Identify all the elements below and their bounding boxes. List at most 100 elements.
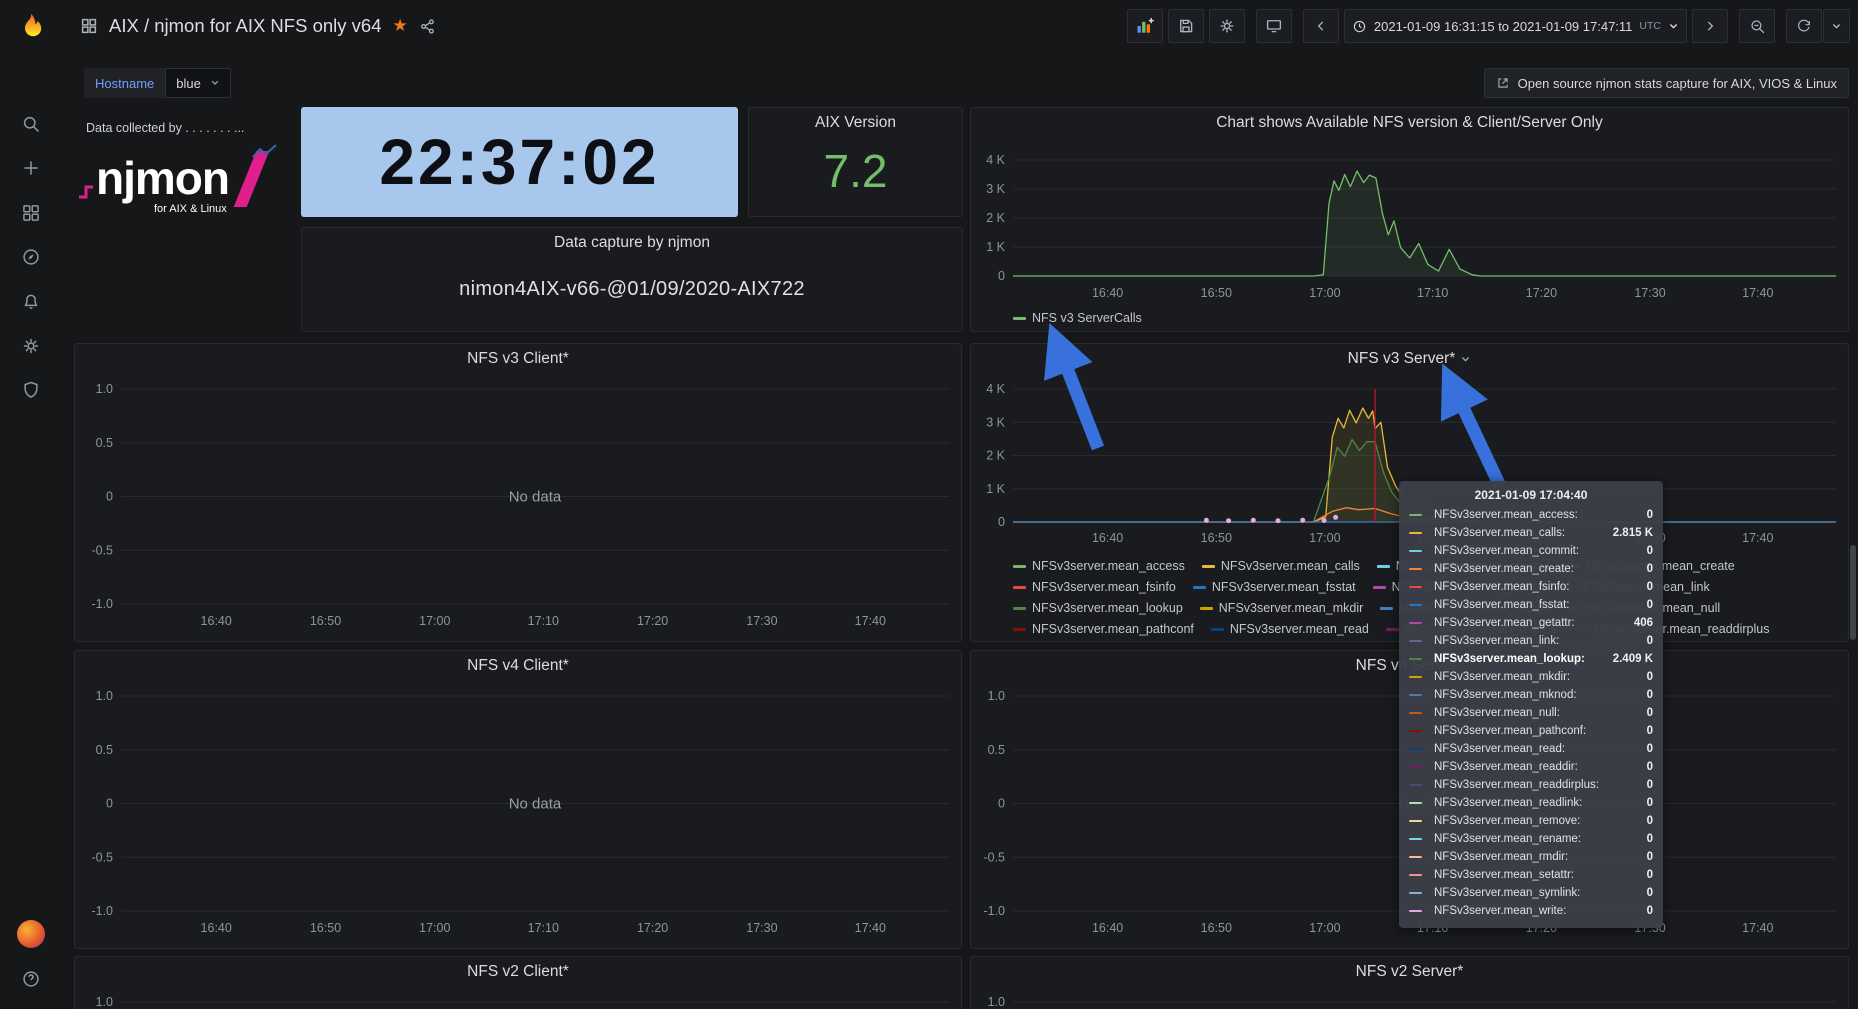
njmon-external-link-button[interactable]: Open source njmon stats capture for AIX,…: [1483, 68, 1849, 98]
panel-data-capture: Data capture by njmon nimon4AIX-v66-@01/…: [301, 227, 963, 332]
external-link-icon: [1496, 76, 1510, 90]
panel-title[interactable]: Chart shows Available NFS version & Clie…: [1216, 114, 1603, 131]
grafana-logo-icon[interactable]: [0, 6, 62, 50]
svg-text:1.0: 1.0: [96, 689, 113, 703]
legend-item[interactable]: NFSv3server.mean_access: [1013, 556, 1185, 577]
legend-item[interactable]: NFSv3server.mean_fsinfo: [1013, 577, 1176, 598]
svg-text:-1.0: -1.0: [91, 904, 113, 918]
svg-text:3 K: 3 K: [986, 182, 1005, 196]
tooltip-series-row: NFSv3server.mean_access: 0: [1409, 506, 1653, 524]
svg-text:17:40: 17:40: [1742, 531, 1773, 545]
legend-item[interactable]: NFSv3server.mean_pathconf: [1013, 619, 1194, 640]
time-back-button[interactable]: [1302, 9, 1339, 43]
panel-title[interactable]: NFS v3 Client*: [467, 350, 569, 367]
tooltip-series-row: NFSv3server.mean_link: 0: [1409, 632, 1653, 650]
legend-item[interactable]: NFS v3 ServerCalls: [1013, 308, 1142, 329]
tooltip-series-row: NFSv3server.mean_calls: 2.815 K: [1409, 524, 1653, 542]
svg-text:17:20: 17:20: [1526, 286, 1557, 300]
svg-text:16:40: 16:40: [1092, 286, 1123, 300]
svg-text:17:00: 17:00: [1309, 921, 1340, 935]
panel-title[interactable]: AIX Version: [815, 114, 896, 131]
nfs-v3-client-chart[interactable]: 1.0 0.5 0 -0.5 -1.0 16:40 16:50 17:00 17:10 17:20…: [75, 374, 961, 632]
legend-item[interactable]: NFSv3server.mean_mkdir: [1199, 598, 1363, 619]
user-avatar[interactable]: [17, 920, 45, 948]
svg-text:17:30: 17:30: [746, 614, 777, 628]
add-panel-button[interactable]: [1126, 9, 1163, 43]
panel-title[interactable]: NFS v2 Client*: [467, 963, 569, 980]
save-dashboard-button[interactable]: [1167, 9, 1204, 43]
hostname-variable[interactable]: Hostname blue: [84, 68, 231, 98]
dashboard-title[interactable]: AIX / njmon for AIX NFS only v64: [109, 15, 382, 36]
svg-text:17:00: 17:00: [1309, 286, 1340, 300]
svg-text:3 K: 3 K: [986, 415, 1005, 429]
tooltip-series-row: NFSv3server.mean_readlink: 0: [1409, 794, 1653, 812]
svg-text:2 K: 2 K: [986, 449, 1005, 463]
svg-text:16:40: 16:40: [1092, 531, 1123, 545]
page-scrollbar-thumb[interactable]: [1850, 545, 1856, 640]
panel-nfs-v2-client: NFS v2 Client* 1.00.50-0.5-1.016:4016:50…: [74, 956, 962, 1009]
alerting-bell-icon[interactable]: [0, 281, 62, 323]
create-plus-icon[interactable]: [0, 147, 62, 189]
tooltip-series-row: NFSv3server.mean_setattr: 0: [1409, 866, 1653, 884]
legend-item[interactable]: NFSv3server.mean_read: [1210, 619, 1369, 640]
tooltip-series-row: NFSv3server.mean_commit: 0: [1409, 542, 1653, 560]
svg-text:0: 0: [106, 797, 113, 811]
svg-text:-0.5: -0.5: [91, 543, 113, 557]
panel-title[interactable]: Data capture by njmon: [554, 234, 710, 251]
help-icon[interactable]: [0, 958, 62, 1000]
svg-text:0: 0: [998, 515, 1005, 529]
svg-text:17:30: 17:30: [1634, 286, 1665, 300]
svg-text:0.5: 0.5: [988, 743, 1005, 757]
tooltip-series-row: NFSv3server.mean_rename: 0: [1409, 830, 1653, 848]
dashboard-settings-button[interactable]: [1208, 9, 1245, 43]
panel-title[interactable]: NFS v3 Server*: [971, 344, 1848, 374]
panel-menu-caret-icon[interactable]: [1460, 354, 1471, 365]
refresh-interval-dropdown[interactable]: [1823, 9, 1850, 43]
svg-text:1 K: 1 K: [986, 482, 1005, 496]
legend-item[interactable]: NFSv3server.mean_readlink: [1013, 640, 1190, 641]
search-icon[interactable]: [0, 103, 62, 145]
favorite-star-icon[interactable]: ★: [392, 16, 408, 35]
aix-version-value: 7.2: [823, 145, 888, 197]
svg-text:-0.5: -0.5: [983, 850, 1005, 864]
server-admin-shield-icon[interactable]: [0, 369, 62, 411]
time-forward-button[interactable]: [1692, 9, 1728, 43]
dashboard-squares-icon: [80, 17, 98, 35]
dashboards-icon[interactable]: [0, 192, 62, 234]
tooltip-series-row: NFSv3server.mean_pathconf: 0: [1409, 722, 1653, 740]
top-navigation: AIX / njmon for AIX NFS only v64 ★ 2021-…: [62, 0, 1858, 52]
svg-text:16:40: 16:40: [201, 614, 232, 628]
svg-text:17:00: 17:00: [419, 921, 450, 935]
legend-item[interactable]: NFSv3server.mean_calls: [1201, 556, 1360, 577]
legend-item[interactable]: NFSv3server.mean_lookup: [1013, 598, 1183, 619]
tooltip-series-row: NFSv3server.mean_null: 0: [1409, 704, 1653, 722]
zoom-out-button[interactable]: [1739, 9, 1775, 43]
share-icon[interactable]: [419, 18, 436, 35]
nfs-overview-chart[interactable]: 4 K 3 K 2 K 1 K 0 16:40 16:50 17:00 17:10 17:20 17…: [971, 144, 1848, 304]
hostname-variable-value[interactable]: blue: [165, 68, 231, 98]
tooltip-series-row: NFSv3server.mean_readdirplus: 0: [1409, 776, 1653, 794]
nfs-v2-client-chart[interactable]: 1.00.50-0.5-1.016:4016:5017:0017:1017:20…: [75, 987, 961, 1009]
svg-text:-1.0: -1.0: [983, 904, 1005, 918]
svg-text:No data: No data: [509, 796, 562, 813]
svg-text:0: 0: [998, 269, 1005, 283]
panel-title[interactable]: NFS v2 Server*: [1355, 963, 1464, 980]
clock-time: 22:37:02: [379, 126, 660, 198]
panel-title[interactable]: NFS v4 Client*: [467, 657, 569, 674]
svg-text:-1.0: -1.0: [91, 597, 113, 611]
refresh-button[interactable]: [1786, 9, 1822, 43]
configuration-gear-icon[interactable]: [0, 325, 62, 367]
legend-item[interactable]: NFSv3server.mean_fsstat: [1192, 577, 1356, 598]
tv-mode-button[interactable]: [1255, 9, 1292, 43]
nfs-v2-server-chart[interactable]: 1.00.50-0.5-1.016:4016:5017:0017:1017:20…: [971, 987, 1848, 1009]
svg-text:0.5: 0.5: [96, 436, 113, 450]
svg-text:1.0: 1.0: [96, 382, 113, 396]
time-range-picker[interactable]: 2021-01-09 16:31:15 to 2021-01-09 17:47:…: [1343, 9, 1687, 43]
explore-compass-icon[interactable]: [0, 236, 62, 278]
tooltip-series-row: NFSv3server.mean_fsstat: 0: [1409, 596, 1653, 614]
svg-text:16:50: 16:50: [310, 921, 341, 935]
svg-text:4 K: 4 K: [986, 153, 1005, 167]
tooltip-series-row: NFSv3server.mean_rmdir: 0: [1409, 848, 1653, 866]
legend-item[interactable]: NFSv3server.mean_remove: [1207, 640, 1382, 641]
nfs-v4-client-chart[interactable]: 1.0 0.5 0 -0.5 -1.0 16:40 16:50 17:00 17:10 17:20…: [75, 681, 961, 939]
